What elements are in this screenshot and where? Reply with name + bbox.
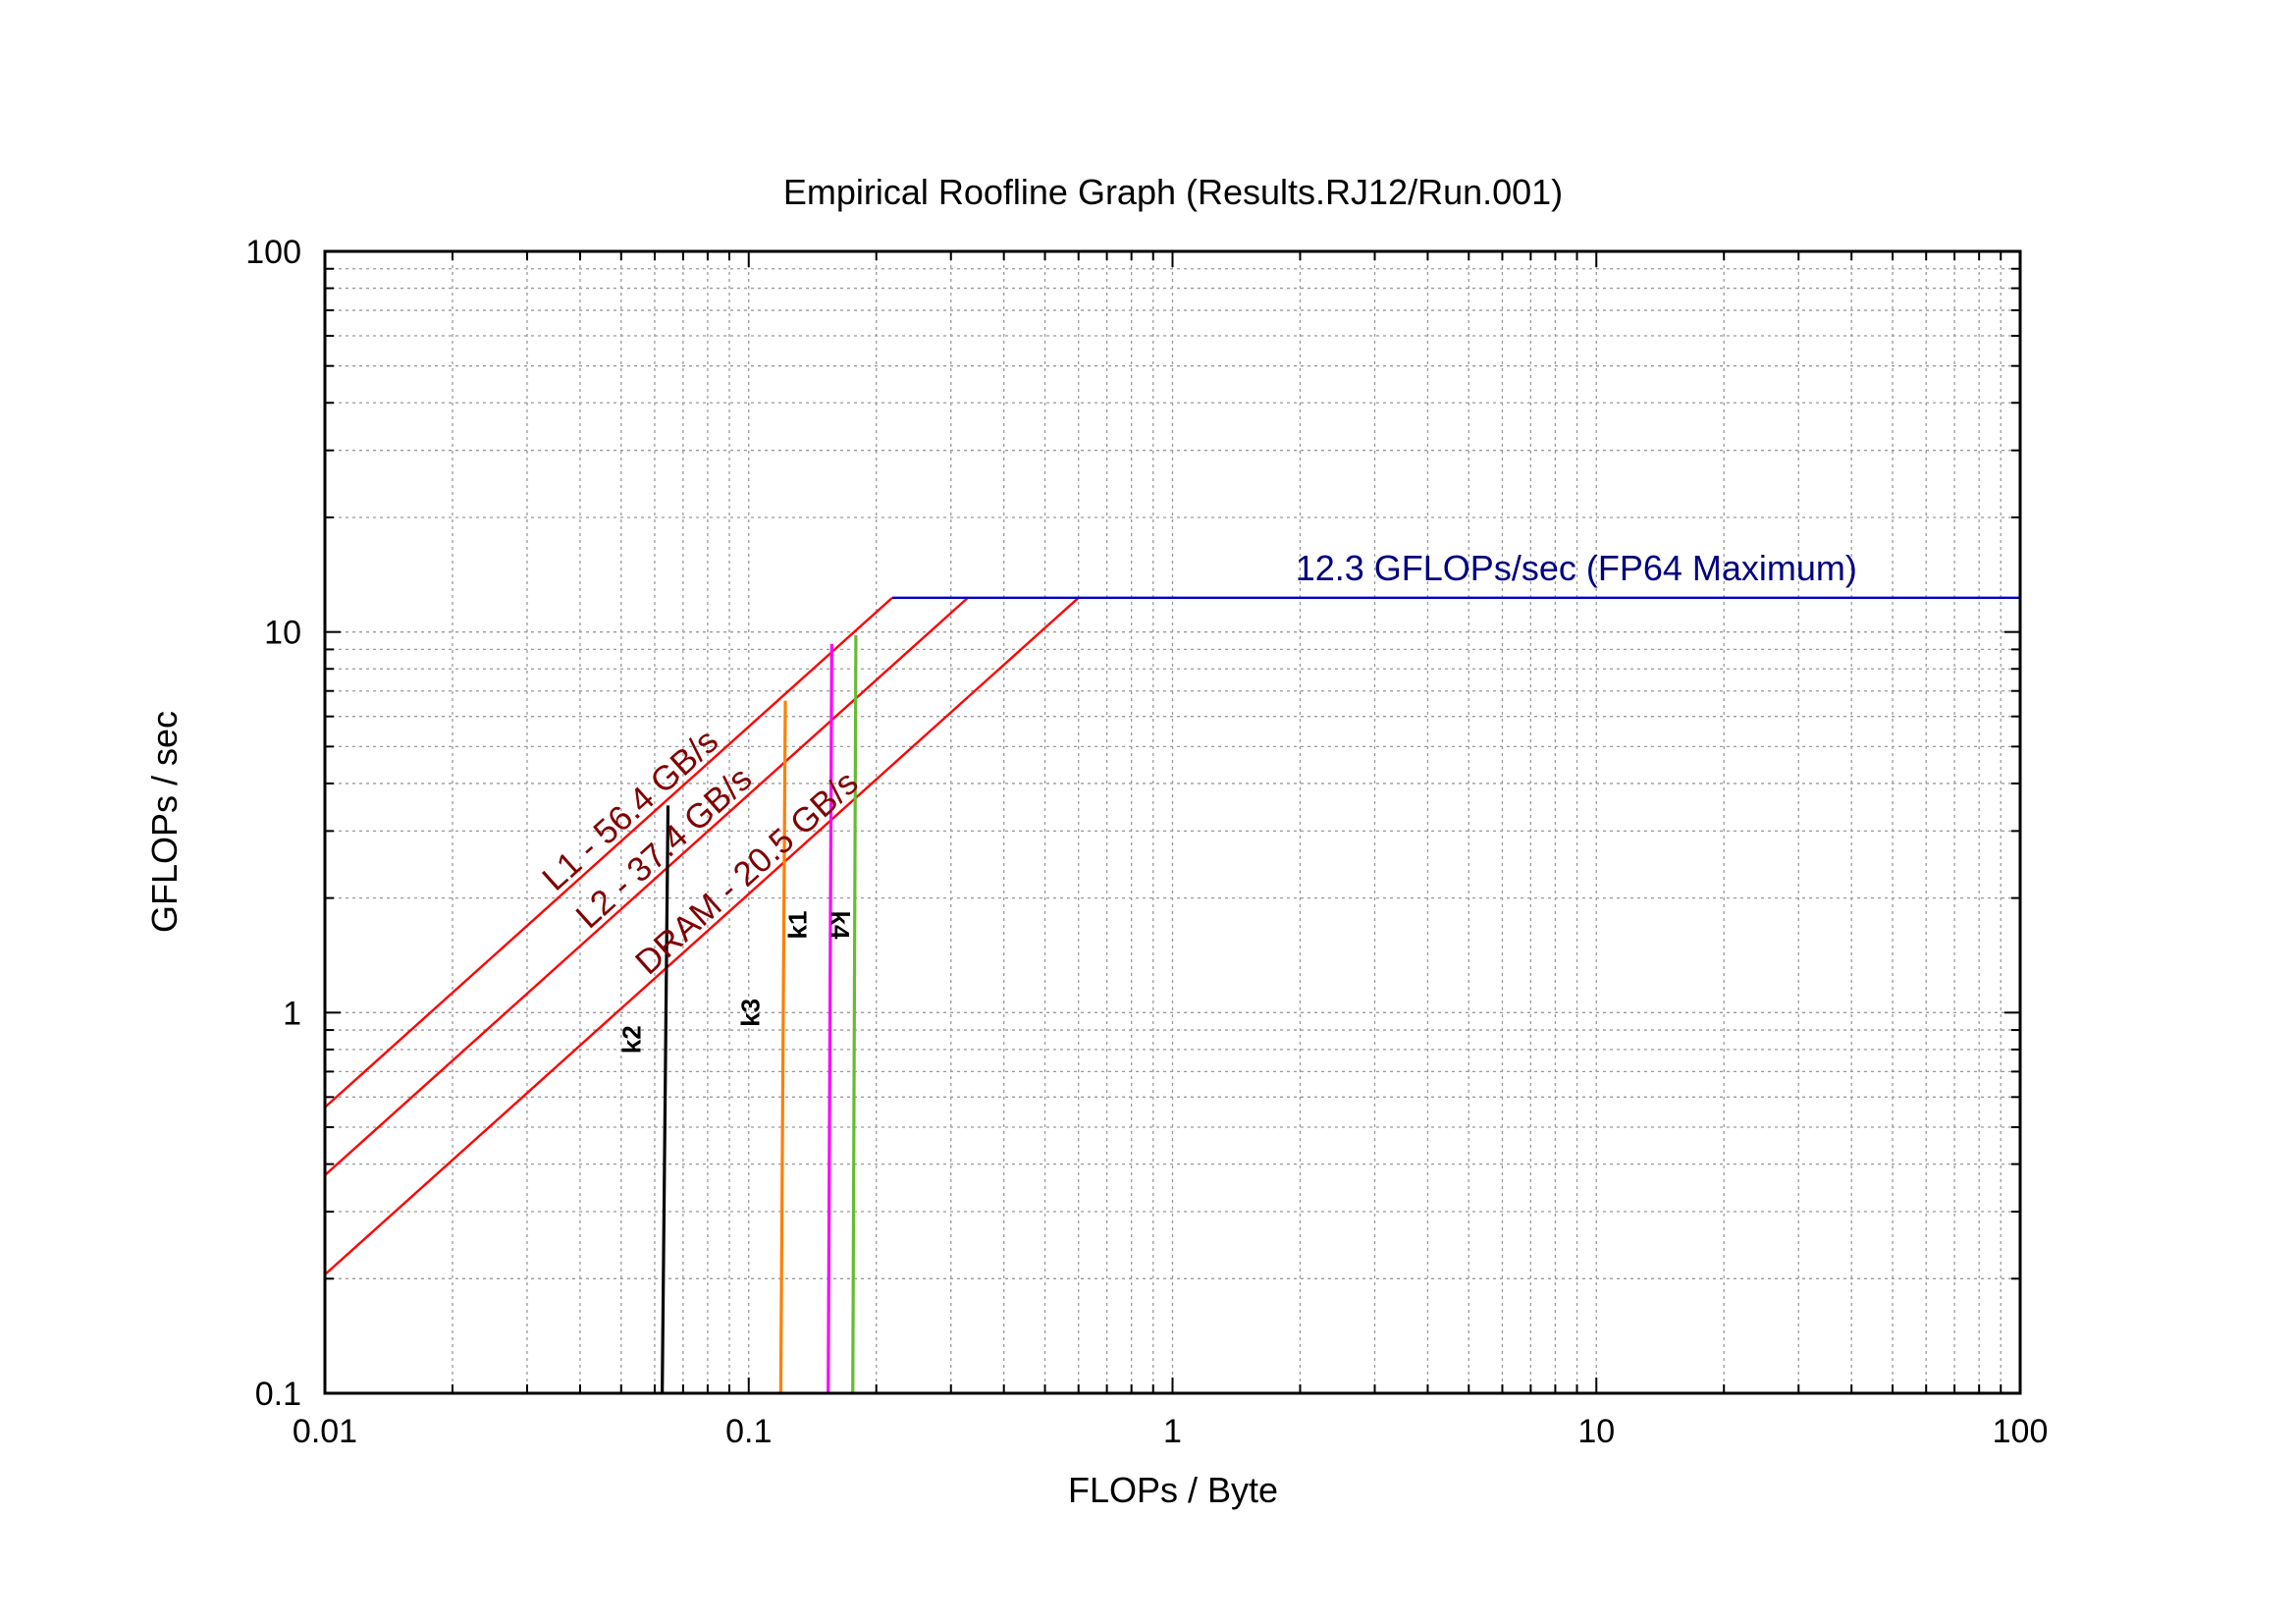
y-axis-label: GFLOPs / sec [144, 711, 185, 933]
y-tick-label: 10 [264, 615, 301, 652]
compute-ceiling-label: 12.3 GFLOPs/sec (FP64 Maximum) [1296, 548, 1857, 588]
x-tick-label: 0.01 [293, 1413, 357, 1450]
y-tick-label: 0.1 [255, 1376, 301, 1413]
kernel-line [827, 643, 833, 1394]
tick-marks [324, 251, 2020, 1394]
x-tick-label: 1 [1163, 1413, 1182, 1450]
kernel-label: k4 [826, 911, 855, 940]
kernel-label: k1 [783, 911, 813, 940]
y-tick-label: 100 [245, 234, 301, 271]
bandwidth-roof-line [324, 596, 1080, 1276]
bandwidth-roof-line [324, 596, 893, 1109]
bandwidth-roof-line [324, 596, 969, 1176]
x-tick-label: 100 [1993, 1413, 2049, 1450]
kernel-label: k3 [735, 999, 765, 1027]
kernel-line [851, 635, 858, 1394]
x-tick-label: 0.1 [725, 1413, 772, 1450]
y-tick-label: 1 [283, 995, 301, 1032]
chart-title: Empirical Roofline Graph (Results.RJ12/R… [783, 172, 1563, 212]
kernel-label: k2 [617, 1025, 647, 1054]
kernel-line [778, 700, 787, 1394]
series [324, 596, 2020, 1394]
grid [325, 251, 2020, 1393]
x-tick-label: 10 [1577, 1413, 1615, 1450]
kernel-line [661, 805, 670, 1394]
x-axis-label: FLOPs / Byte [1068, 1470, 1278, 1510]
